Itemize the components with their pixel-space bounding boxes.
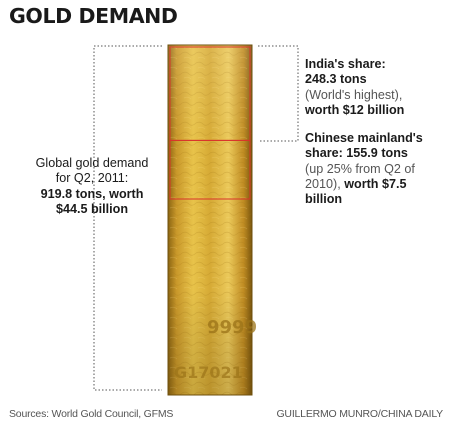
india-value: 248.3 tons (305, 72, 367, 87)
china-worth: worth $7.5 (344, 176, 407, 191)
source-note: Sources: World Gold Council, GFMS (9, 408, 174, 420)
china-heading: Chinese mainland's (305, 131, 423, 145)
global-line-1: Global gold demand (35, 156, 149, 170)
china-annotation: Chinese mainland's share: 155.9 tons (up… (305, 131, 449, 207)
bar-stamp-serial: G17021 (174, 363, 243, 382)
china-note-2: 2010), (305, 176, 341, 191)
global-line-2: for Q2, 2011: (55, 171, 129, 186)
india-bracket (258, 45, 299, 142)
india-annotation: India's share: 248.3 tons (World's highe… (305, 57, 445, 118)
global-value: 919.8 tons, worth (40, 186, 144, 201)
china-share-box (169, 139, 251, 200)
bar-stamp-purity: 9999 (207, 317, 257, 338)
chart-title: GOLD DEMAND (9, 4, 178, 28)
global-demand-annotation: Global gold demand for Q2, 2011: 919.8 t… (26, 156, 158, 217)
india-note: (World's highest), (305, 87, 403, 102)
global-bracket (93, 45, 162, 391)
credit-note: GUILLERMO MUNRO/CHINA DAILY (276, 408, 443, 420)
china-worth-2: billion (305, 192, 343, 207)
china-note-1: (up 25% from Q2 of (305, 161, 415, 176)
global-worth: $44.5 billion (55, 201, 129, 216)
india-heading: India's share: (305, 57, 386, 71)
china-value: share: 155.9 tons (305, 146, 408, 161)
india-worth: worth $12 billion (305, 102, 405, 117)
